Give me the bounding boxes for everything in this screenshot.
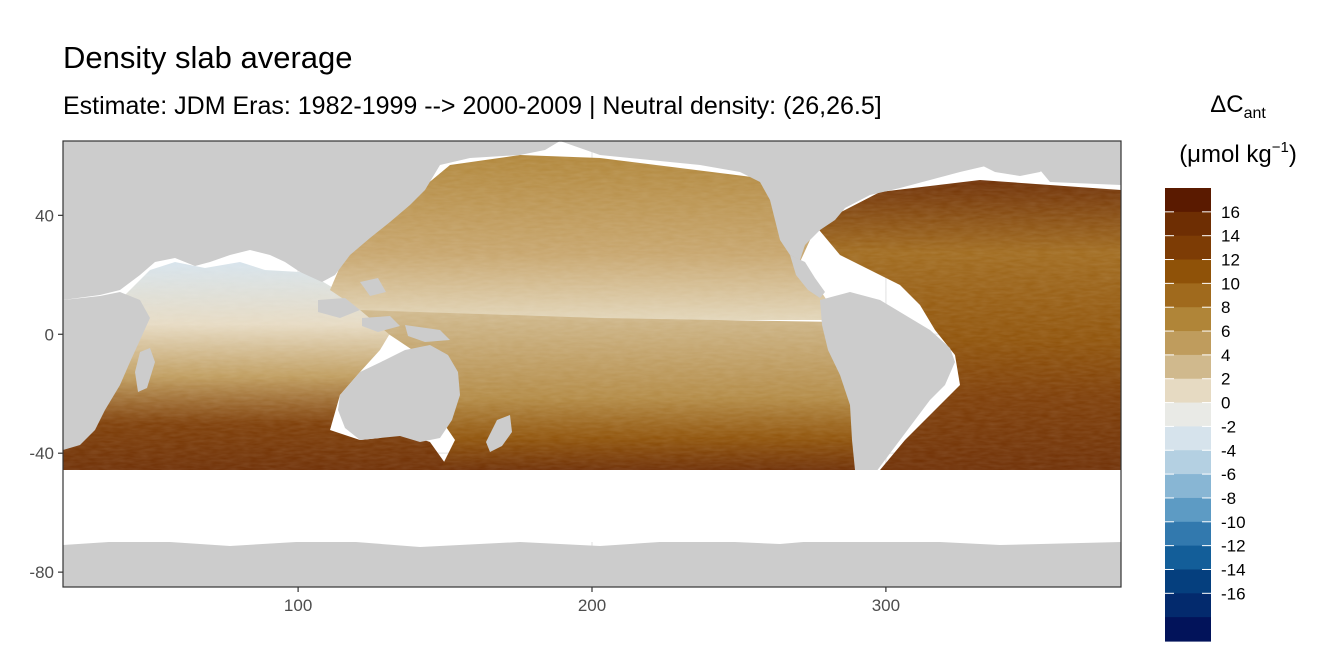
legend-swatch — [1165, 593, 1211, 618]
legend-swatch — [1165, 426, 1211, 451]
x-tick-label: 200 — [578, 596, 606, 615]
legend-label: 8 — [1221, 298, 1230, 317]
y-tick-label: -80 — [29, 563, 54, 582]
y-tick-label: 40 — [35, 206, 54, 225]
legend-label: -16 — [1221, 584, 1246, 603]
greenland-land — [960, 141, 1060, 176]
legend-swatch — [1165, 617, 1211, 642]
south-america-land — [820, 292, 955, 498]
new-zealand-land — [486, 415, 512, 452]
legend-swatch — [1165, 569, 1211, 594]
antarctica-land — [63, 530, 1121, 587]
legend-swatch — [1165, 450, 1211, 475]
legend-colorbar — [1165, 188, 1211, 642]
maritime-islands — [318, 278, 450, 342]
legend-swatch — [1165, 521, 1211, 547]
legend-swatch — [1165, 402, 1211, 428]
legend-label: 16 — [1221, 203, 1240, 222]
central-america-land — [790, 255, 825, 298]
eurasia-land — [63, 141, 560, 300]
southern-ocean-mask — [63, 470, 1121, 542]
legend-label: -14 — [1221, 560, 1246, 579]
legend-swatch — [1165, 354, 1211, 380]
legend-labels: 16 14 12 10 8 6 4 2 0 -2 -4 -6 -8 -10 -12 -14 -16 — [1165, 203, 1246, 603]
north-america-land — [560, 141, 1121, 260]
australia-land — [338, 345, 460, 442]
legend-swatch — [1165, 331, 1211, 356]
legend-label: 12 — [1221, 251, 1240, 270]
legend-title: ΔCant — [1210, 91, 1266, 122]
x-tick-label: 100 — [284, 596, 312, 615]
legend-label: 6 — [1221, 322, 1230, 341]
legend-label: 2 — [1221, 370, 1230, 389]
map-layer — [63, 141, 1121, 587]
legend-swatch — [1165, 307, 1211, 332]
legend-swatch — [1165, 283, 1211, 308]
legend-swatch — [1165, 188, 1211, 213]
chart-title: Density slab average — [63, 40, 353, 75]
x-tick-label: 300 — [872, 596, 900, 615]
legend-label: -4 — [1221, 441, 1236, 460]
legend-swatch — [1165, 545, 1211, 571]
chart-subtitle: Estimate: JDM Eras: 1982-1999 --> 2000-2… — [63, 92, 882, 120]
legend: ΔCant (μmol kg−1) 16 14 12 10 8 6 4 2 0 -2 -4 -6 -8 -… — [1165, 91, 1297, 642]
legend-label: -8 — [1221, 489, 1236, 508]
legend-swatch — [1165, 235, 1211, 261]
y-tick-label: -40 — [29, 444, 54, 463]
legend-swatch — [1165, 474, 1211, 499]
africa-land — [63, 292, 150, 450]
legend-label: 14 — [1221, 227, 1240, 246]
legend-label: -10 — [1221, 513, 1246, 532]
legend-swatch — [1165, 259, 1211, 284]
legend-label: -6 — [1221, 465, 1236, 484]
legend-label: 4 — [1221, 346, 1230, 365]
madagascar-land — [135, 348, 155, 392]
legend-unit: (μmol kg−1) — [1179, 139, 1297, 168]
legend-swatch — [1165, 211, 1211, 237]
legend-swatch — [1165, 378, 1211, 404]
legend-label: -12 — [1221, 537, 1246, 556]
legend-label: -2 — [1221, 417, 1236, 436]
legend-swatch — [1165, 497, 1211, 523]
legend-label: 10 — [1221, 274, 1240, 293]
y-tick-label: 0 — [45, 325, 54, 344]
legend-label: 0 — [1221, 394, 1230, 413]
